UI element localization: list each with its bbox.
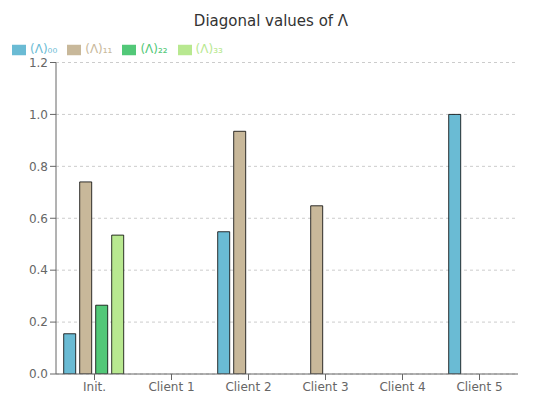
svg-text:1.0: 1.0: [29, 108, 48, 122]
svg-text:Client 3: Client 3: [302, 380, 348, 394]
svg-text:Client 2: Client 2: [225, 380, 271, 394]
svg-text:0.8: 0.8: [29, 160, 48, 174]
svg-text:Client 4: Client 4: [379, 380, 425, 394]
html-text:(Λ)₀₀: (Λ)₀₀: [30, 42, 58, 56]
svg-text:0.2: 0.2: [29, 315, 48, 329]
svg-text:Client 1: Client 1: [148, 380, 194, 394]
svg-text:Init.: Init.: [83, 380, 106, 394]
html-text:(Λ)₁₁: (Λ)₁₁: [85, 42, 113, 56]
html-text:Diagonal values of Λ: Diagonal values of Λ: [193, 12, 349, 30]
svg-text:0.4: 0.4: [29, 263, 48, 277]
html-text:(Λ)₃₃: (Λ)₃₃: [195, 42, 223, 56]
svg-text:1.2: 1.2: [29, 56, 48, 70]
svg-text:Client 5: Client 5: [456, 380, 502, 394]
svg-text:0.0: 0.0: [29, 367, 48, 381]
html-text:(Λ)₂₂: (Λ)₂₂: [140, 42, 168, 56]
svg-text:0.6: 0.6: [29, 212, 48, 226]
